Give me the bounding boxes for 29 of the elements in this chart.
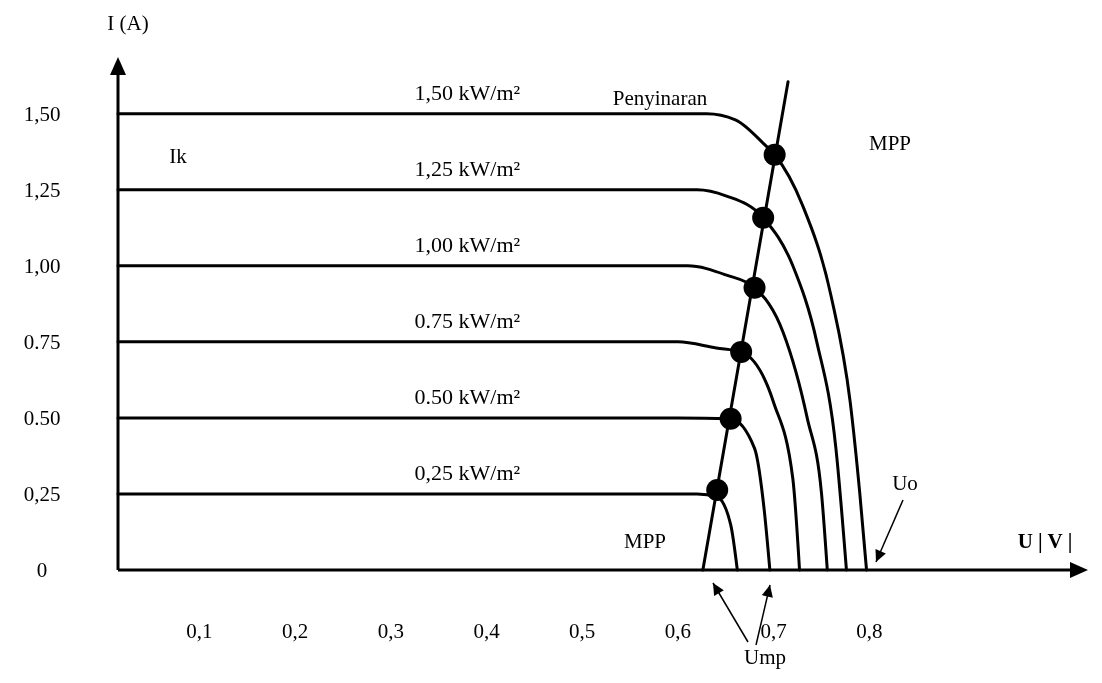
series-label: 1,25 kW/m² <box>414 155 521 181</box>
y-tick-label: 1,00 <box>23 253 61 278</box>
x-axis-title: U | V | <box>1017 529 1073 553</box>
series-label: 1,00 kW/m² <box>414 231 521 257</box>
annotation: Penyinaran <box>612 86 708 110</box>
x-tick-label: 0,2 <box>281 619 309 643</box>
series-label: 0.50 kW/m² <box>414 383 521 409</box>
series-label: 0.75 kW/m² <box>414 307 521 333</box>
annotation: MPP <box>623 529 667 553</box>
x-tick-label: 0,5 <box>569 619 596 643</box>
x-tick-label: 0,4 <box>473 619 501 643</box>
series-label: 0,25 kW/m² <box>414 459 521 485</box>
y-axis-title: I (A) <box>107 11 149 35</box>
x-tick-label: 0,7 <box>760 619 787 643</box>
annotation: Uo <box>892 471 918 495</box>
x-tick-label: 0,8 <box>856 619 883 643</box>
y-tick-label: 1,25 <box>23 177 61 202</box>
x-tick-label: 0,6 <box>664 619 692 643</box>
x-tick-label: 0,1 <box>186 619 213 643</box>
y-tick-label: 1,50 <box>23 101 61 126</box>
y-tick-label: 0,25 <box>23 481 61 506</box>
y-tick-label: 0.75 <box>23 329 61 354</box>
series-label: 1,50 kW/m² <box>414 79 521 105</box>
y-tick-label: 0 <box>36 558 48 582</box>
y-tick-label: 0.50 <box>23 405 61 430</box>
annotation: Ik <box>169 144 188 168</box>
x-tick-label: 0,3 <box>377 619 404 643</box>
text: Ump <box>744 645 786 669</box>
annotation: MPP <box>868 131 912 155</box>
